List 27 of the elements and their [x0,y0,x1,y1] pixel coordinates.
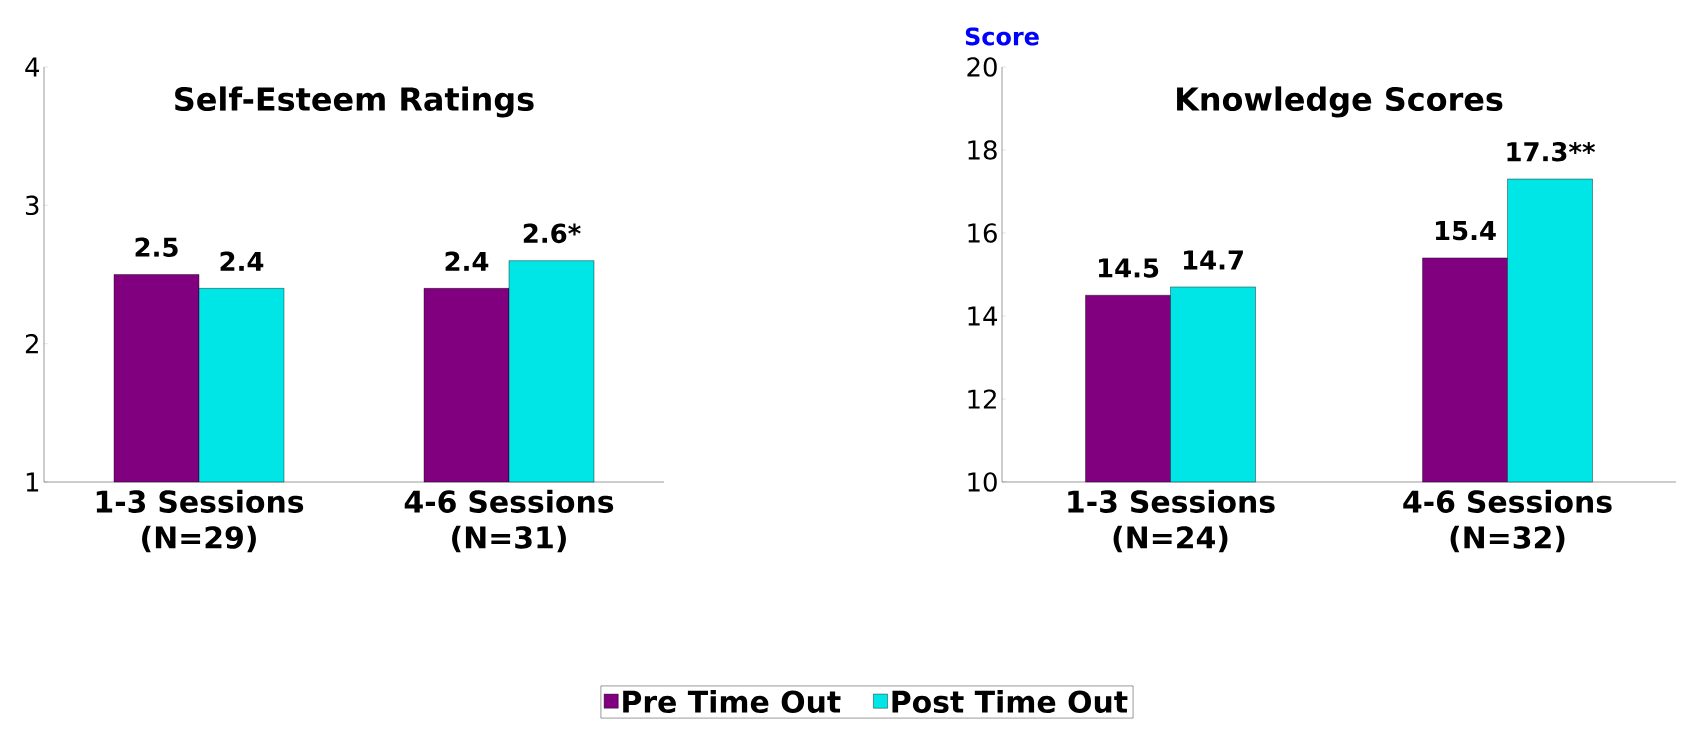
y-tick-label: 18 [968,140,997,160]
text: Knowledge Scores [1177,86,1503,118]
x-tick-label: 4-6 Sessions (N=32) [1403,489,1612,553]
y-tick-label: 14 [968,306,998,326]
data-label: 17.3** [1507,141,1596,162]
text: Self-Esteem Ratings [175,86,534,118]
legend-label: Post Time Out [892,689,1128,714]
x-tick-label: 4-6 Sessions (N=31) [404,489,614,553]
data-label: 15.4 [1435,221,1496,241]
y-tick-label: 1 [26,472,39,492]
data-label: 2.5 [135,237,178,257]
data-label: 2.4 [445,251,489,271]
data-label: 14.5 [1098,258,1159,278]
y-tick-label: 3 [25,195,39,216]
y-tick-label: 16 [968,223,997,243]
data-label: 2.6* [523,223,581,244]
legend-label: Pre Time Out [623,689,841,714]
x-tick-label: 1-3 Sessions (N=24) [1068,489,1275,553]
y-tick-label: 2 [25,334,38,354]
y-tick-label: 12 [968,389,996,409]
y-axis-title: Score [965,27,1039,46]
y-tick-label: 20 [967,57,997,77]
x-tick-label: 1-3 Sessions (N=29) [96,489,304,553]
data-label: 14.7 [1183,250,1243,270]
data-label: 2.4 [220,251,264,271]
y-tick-label: 10 [968,472,997,492]
y-tick-label: 4 [25,57,40,77]
